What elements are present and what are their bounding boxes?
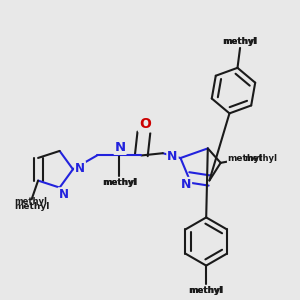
Text: methyl: methyl <box>222 37 258 46</box>
Text: methyl: methyl <box>14 196 47 206</box>
Text: methyl: methyl <box>245 154 278 164</box>
Text: N: N <box>115 141 126 154</box>
Text: methyl: methyl <box>102 178 137 187</box>
Text: methyl: methyl <box>190 286 223 295</box>
Text: N: N <box>167 150 178 163</box>
Text: N: N <box>181 178 191 191</box>
Text: methyl: methyl <box>103 178 136 187</box>
Text: O: O <box>139 117 151 131</box>
Text: methyl: methyl <box>228 154 263 163</box>
Text: methyl: methyl <box>14 202 50 211</box>
Text: methyl: methyl <box>223 37 256 46</box>
Text: N: N <box>75 162 85 175</box>
Text: N: N <box>58 188 68 201</box>
Text: methyl: methyl <box>188 286 224 295</box>
